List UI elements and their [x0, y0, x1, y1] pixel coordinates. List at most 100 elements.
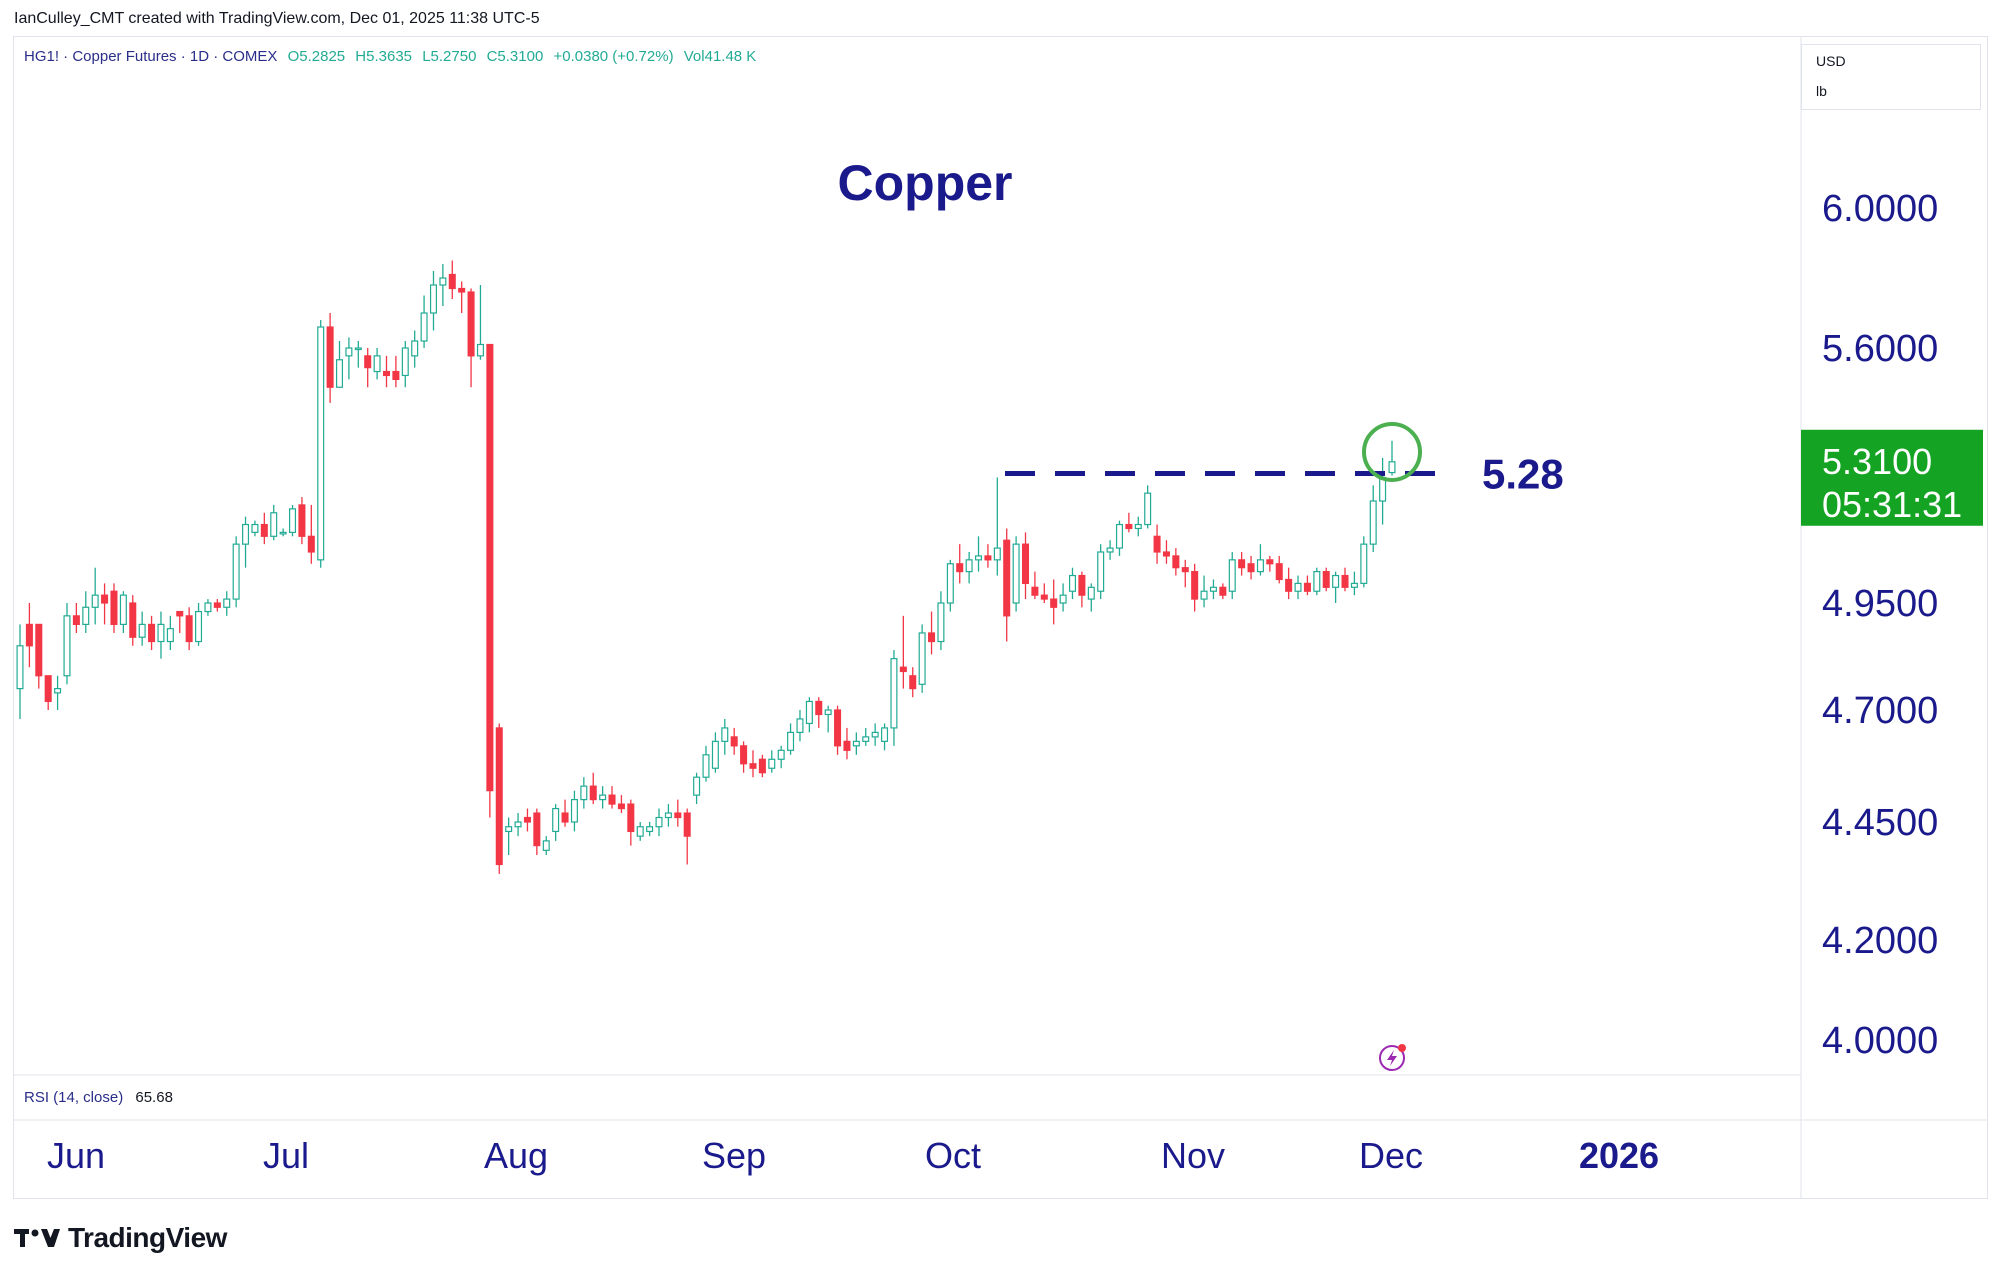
- candle: [1341, 567, 1349, 592]
- candle-body: [871, 731, 879, 738]
- candle: [1228, 552, 1236, 600]
- candle: [110, 583, 118, 633]
- candle-body: [570, 798, 578, 823]
- candle-body: [984, 555, 992, 561]
- candle: [1256, 544, 1264, 576]
- candle: [1388, 440, 1396, 476]
- candle: [1125, 512, 1133, 533]
- notification-dot-icon: [1398, 1044, 1406, 1052]
- candle-body: [420, 312, 428, 342]
- candle: [505, 817, 513, 856]
- candle-body: [627, 803, 635, 833]
- candle-body: [740, 745, 748, 765]
- symbol-name[interactable]: HG1! · Copper Futures · 1D · COMEX: [24, 48, 278, 65]
- candle-body: [82, 606, 90, 626]
- price-tick-label: 5.6000: [1822, 328, 1938, 370]
- resistance-label: 5.28: [1482, 451, 1564, 498]
- candle-body: [148, 623, 156, 643]
- bar-countdown: 05:31:31: [1822, 484, 1962, 525]
- candle: [1379, 457, 1387, 525]
- candle: [815, 697, 823, 728]
- price-tick-label: 4.9500: [1822, 583, 1938, 625]
- candle-body: [166, 628, 174, 643]
- candle-body: [796, 718, 804, 734]
- candle-body: [204, 602, 212, 613]
- candle-body: [1115, 523, 1123, 549]
- candle: [101, 583, 109, 625]
- tradingview-logo[interactable]: TradingView: [14, 1222, 227, 1254]
- candle: [1144, 485, 1152, 529]
- candle-body: [937, 602, 945, 643]
- time-tick-label: Oct: [925, 1135, 981, 1176]
- rsi-legend[interactable]: RSI (14, close) 65.68: [24, 1089, 173, 1106]
- lightning-bolt-icon: [1387, 1050, 1397, 1066]
- candle-body: [1238, 559, 1246, 569]
- candle: [1350, 571, 1358, 596]
- candle-body: [495, 727, 503, 866]
- candle-body: [862, 736, 870, 742]
- time-tick-label: Nov: [1161, 1135, 1225, 1176]
- candle: [364, 348, 372, 388]
- candle: [439, 264, 447, 306]
- candle: [730, 727, 738, 755]
- rsi-name[interactable]: RSI (14, close): [24, 1089, 124, 1106]
- candle-body: [505, 826, 513, 833]
- candle-body: [1097, 551, 1105, 592]
- candle-body: [815, 700, 823, 716]
- candle-body: [1106, 547, 1114, 553]
- candle: [1172, 548, 1180, 576]
- price-tick-label: 4.0000: [1822, 1020, 1938, 1062]
- candle-body: [608, 794, 616, 805]
- candle-body: [965, 559, 973, 573]
- candle-body: [458, 287, 466, 293]
- price-axis[interactable]: 6.0000 5.6000 4.9500 4.7000 4.4500 4.2000 4.00…: [1801, 188, 1983, 1062]
- candle: [937, 591, 945, 651]
- candle: [805, 697, 813, 733]
- candle-body: [514, 821, 522, 828]
- candle: [176, 610, 184, 633]
- candle-body: [157, 623, 165, 643]
- currency-label[interactable]: USD: [1816, 53, 1846, 69]
- candle: [824, 705, 832, 733]
- candle: [871, 723, 879, 746]
- currency-unit-selector[interactable]: USD lb: [1801, 44, 1981, 110]
- candle: [787, 723, 795, 755]
- unit-label[interactable]: lb: [1816, 83, 1827, 99]
- candle-body: [213, 602, 221, 608]
- lightning-icon[interactable]: [1379, 1045, 1405, 1071]
- candle-body: [899, 666, 907, 673]
- candle: [1313, 567, 1321, 596]
- time-tick-label: Dec: [1359, 1135, 1423, 1176]
- candle: [946, 559, 954, 612]
- candle: [852, 732, 860, 755]
- candle-body: [317, 326, 325, 561]
- time-axis[interactable]: Jun Jul Aug Sep Oct Nov Dec 2026: [47, 1135, 1659, 1176]
- candle-body: [542, 840, 550, 851]
- candle-body: [1059, 594, 1067, 604]
- candle: [298, 497, 306, 545]
- candle-body: [758, 758, 766, 774]
- candle: [129, 595, 137, 646]
- candle-body: [251, 523, 259, 533]
- candle: [1068, 567, 1077, 600]
- candle: [223, 591, 231, 616]
- candle: [589, 772, 597, 805]
- chart-title: Copper: [838, 155, 1013, 211]
- candle: [72, 603, 80, 633]
- candle: [542, 836, 550, 856]
- candle-body: [119, 594, 127, 626]
- candle: [608, 786, 616, 809]
- candle-body: [72, 615, 80, 626]
- candle-body: [270, 512, 278, 537]
- candle: [693, 772, 701, 805]
- candle-body: [1266, 559, 1274, 565]
- candle-body: [242, 523, 250, 545]
- candle: [975, 536, 983, 572]
- candle: [326, 313, 334, 403]
- symbol-legend[interactable]: HG1! · Copper Futures · 1D · COMEX O5.28…: [24, 48, 762, 65]
- candle: [35, 623, 43, 689]
- candle-body: [382, 370, 391, 377]
- candle-body: [91, 594, 99, 608]
